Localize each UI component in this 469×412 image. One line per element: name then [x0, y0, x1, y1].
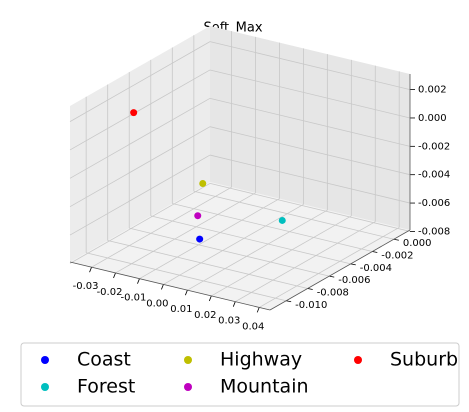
legend-marker [41, 383, 49, 391]
z-tick-label: 0.002 [418, 85, 447, 96]
grid-line [69, 183, 211, 264]
legend-marker [41, 356, 49, 364]
grid-line [129, 227, 330, 277]
tick-mark [286, 300, 292, 303]
y-tick-label: -0.006 [338, 275, 370, 286]
z-tick-label: -0.006 [418, 198, 450, 209]
y-tick-label: -0.008 [317, 287, 349, 298]
y-tick-label: -0.002 [381, 251, 413, 262]
tick-mark [184, 290, 188, 296]
grid-line [209, 126, 411, 176]
axis-line [69, 261, 271, 311]
grid-line [150, 215, 351, 265]
grid-line [69, 97, 211, 179]
legend-label: Forest [77, 376, 135, 398]
point [199, 180, 207, 188]
floor-pane [70, 182, 410, 310]
grid-line [86, 252, 287, 302]
x-tick-label: 0.01 [170, 304, 192, 315]
x-tick-label: 0.04 [242, 321, 264, 332]
tick-mark [161, 284, 164, 290]
y-tick-label: 0.000 [403, 238, 432, 249]
legend-marker [354, 356, 362, 364]
grid-line [139, 198, 280, 280]
legend-marker [184, 383, 192, 391]
point [278, 216, 286, 224]
grid-line [107, 240, 308, 289]
grid-line [211, 215, 352, 297]
grid-line [172, 203, 373, 252]
legend-label: Mountain [220, 376, 309, 398]
z-tick-label: -0.008 [418, 226, 450, 237]
tick-mark [137, 278, 140, 284]
axis-line [269, 229, 411, 311]
x-tick-label: -0.02 [97, 287, 123, 298]
grid-line [259, 227, 400, 308]
legend-label: Coast [77, 349, 131, 371]
x-tick-label: 0.03 [218, 316, 240, 327]
tick-mark [113, 272, 116, 279]
y-tick-label: -0.010 [295, 300, 327, 311]
tick-mark [232, 301, 236, 307]
x-tick-label: -0.01 [121, 293, 147, 304]
left-pane [70, 26, 210, 262]
grid-line [193, 190, 394, 240]
grid-line [209, 154, 411, 204]
tick-mark [372, 251, 378, 253]
legend-box [20, 342, 460, 407]
tick-mark [350, 263, 356, 266]
tick-mark [307, 288, 313, 290]
back-pane [210, 26, 410, 230]
legend-label: Highway [220, 349, 302, 371]
x-tick-label: 0.02 [194, 310, 216, 321]
grid-line [69, 126, 211, 208]
grid-line [69, 154, 211, 236]
x-tick-label: 0.00 [146, 298, 168, 309]
point [194, 212, 202, 220]
tick-mark [256, 307, 260, 313]
z-tick-label: -0.004 [418, 170, 450, 181]
grid-line [209, 69, 411, 119]
grid-line [209, 41, 411, 90]
point [196, 235, 204, 243]
grid-line [69, 41, 211, 122]
grid-line [187, 209, 328, 291]
tick-mark [329, 275, 335, 278]
legend-label: Suburb [390, 349, 458, 371]
grid-line [209, 97, 411, 147]
y-tick-label: -0.004 [360, 263, 392, 274]
grid-line [115, 192, 256, 274]
x-tick-label: -0.03 [73, 281, 99, 292]
panes [70, 26, 410, 310]
tick-mark [393, 238, 399, 241]
grid-line [209, 183, 411, 232]
grid-line [235, 221, 376, 303]
legend-marker [184, 356, 192, 364]
point [130, 109, 138, 117]
z-tick-label: 0.000 [418, 113, 447, 124]
tick-mark [208, 295, 212, 302]
grid-line [91, 186, 232, 268]
z-tick-label: -0.002 [418, 141, 450, 152]
grid-line [69, 69, 211, 151]
tick-mark [89, 267, 92, 273]
